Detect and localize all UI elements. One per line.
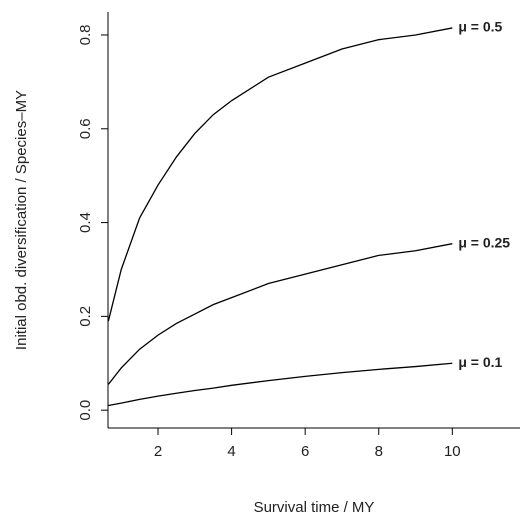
series-label: μ = 0.25 — [458, 234, 510, 250]
series-label: μ = 0.1 — [458, 354, 502, 370]
series-line — [107, 27, 453, 322]
x-tick-label: 8 — [375, 443, 383, 460]
x-tick-label: 4 — [227, 443, 235, 460]
y-axis-label: Initial obd. diversification / Species–M… — [13, 90, 30, 350]
series-line — [108, 362, 453, 407]
x-tick-label: 10 — [444, 443, 461, 460]
y-tick-label: 0.0 — [77, 400, 94, 421]
x-axis-label: Survival time / MY — [254, 499, 375, 516]
series-label: μ = 0.5 — [458, 19, 502, 35]
x-tick-label: 2 — [154, 443, 162, 460]
series-line — [107, 243, 453, 385]
y-tick-label: 0.4 — [77, 212, 94, 233]
y-tick-label: 0.6 — [77, 118, 94, 139]
y-tick-label: 0.8 — [77, 25, 94, 46]
y-tick-label: 0.2 — [77, 306, 94, 327]
x-tick-label: 6 — [301, 443, 309, 460]
